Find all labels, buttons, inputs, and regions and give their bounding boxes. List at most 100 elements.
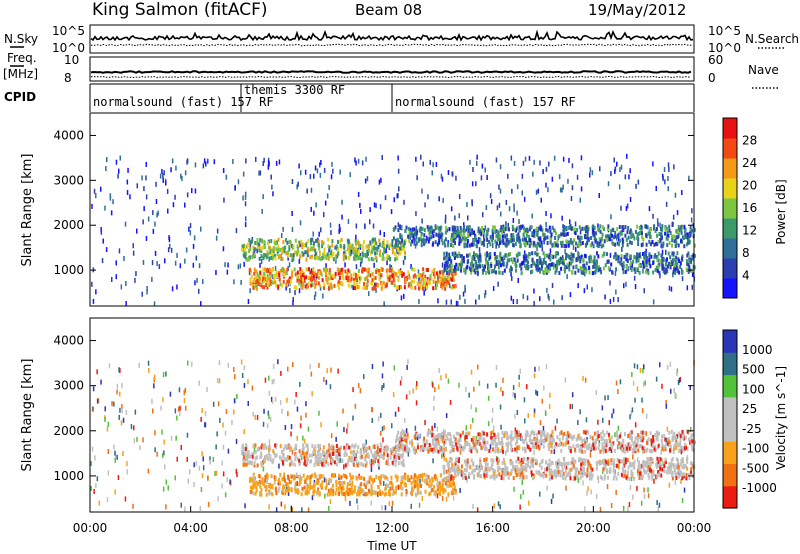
scatter-point	[347, 423, 349, 428]
band-point	[400, 285, 402, 289]
scatter-point	[421, 219, 423, 224]
band-point	[377, 283, 379, 287]
scatter-point	[422, 496, 424, 501]
band-point	[423, 473, 425, 477]
scatter-point	[116, 160, 118, 165]
band-point	[256, 287, 258, 291]
band-point	[270, 491, 272, 495]
scatter-point	[91, 204, 93, 209]
band-point	[683, 236, 685, 240]
scatter-point	[469, 160, 471, 165]
scatter-point	[248, 299, 250, 304]
band-point	[368, 489, 370, 493]
scatter-point	[95, 289, 97, 294]
band-point	[271, 492, 273, 496]
scatter-point	[142, 292, 144, 297]
band-point	[469, 225, 471, 229]
scatter-point	[393, 392, 395, 397]
band-point	[486, 441, 488, 445]
band-point	[404, 484, 406, 488]
scatter-point	[168, 485, 170, 490]
band-point	[508, 227, 510, 231]
band-point	[606, 439, 608, 443]
band-point	[379, 492, 381, 496]
band-point	[636, 225, 638, 229]
band-point	[437, 450, 439, 454]
scatter-point	[575, 222, 577, 227]
scatter-point	[184, 506, 186, 511]
band-point	[438, 274, 440, 278]
band-point	[360, 482, 362, 486]
scatter-point	[378, 416, 380, 421]
band-point	[509, 269, 511, 273]
scatter-point	[638, 180, 640, 185]
band-point	[499, 252, 501, 256]
band-point	[447, 432, 449, 436]
band-point	[657, 269, 659, 273]
scatter-point	[590, 489, 592, 494]
band-point	[312, 267, 314, 271]
scatter-point	[325, 263, 327, 268]
band-point	[372, 272, 374, 276]
scatter-point	[609, 420, 611, 425]
scatter-point	[330, 499, 332, 504]
band-point	[563, 432, 565, 436]
band-point	[302, 273, 304, 277]
band-point	[306, 461, 308, 465]
scatter-point	[352, 387, 354, 392]
band-point	[422, 445, 424, 449]
band-point	[586, 261, 588, 265]
band-point	[472, 256, 474, 260]
band-point	[331, 239, 333, 243]
scatter-point	[193, 244, 195, 249]
band-point	[361, 476, 363, 480]
band-point	[602, 225, 604, 229]
band-point	[470, 449, 472, 453]
scatter-point	[318, 411, 320, 416]
band-point	[259, 238, 261, 242]
band-point	[545, 261, 547, 265]
scatter-point	[571, 196, 573, 201]
scatter-point	[232, 159, 234, 164]
band-point	[327, 462, 329, 466]
band-point	[264, 479, 266, 483]
band-point	[391, 483, 393, 487]
scatter-point	[261, 209, 263, 214]
band-point	[260, 247, 262, 251]
band-point	[304, 480, 306, 484]
band-point	[561, 430, 563, 434]
band-point	[421, 243, 423, 247]
band-point	[346, 453, 348, 457]
band-point	[356, 450, 358, 454]
band-point	[381, 282, 383, 286]
band-point	[579, 238, 581, 242]
band-point	[280, 444, 282, 448]
band-point	[658, 240, 660, 244]
band-point	[562, 258, 564, 262]
band-point	[379, 480, 381, 484]
scatter-point	[177, 457, 179, 462]
band-point	[608, 433, 610, 437]
scatter-point	[118, 475, 120, 480]
scatter-point	[330, 230, 332, 235]
scatter-point	[238, 264, 240, 269]
scatter-point	[344, 262, 346, 267]
scatter-point	[673, 164, 675, 169]
scatter-point	[215, 270, 217, 275]
band-point	[323, 282, 325, 286]
band-point	[453, 284, 455, 288]
band-point	[271, 252, 273, 256]
scatter-point	[659, 362, 661, 367]
band-point	[375, 256, 377, 260]
band-point	[428, 492, 430, 496]
band-point	[599, 450, 601, 454]
colorbar-tick-label: 8	[742, 246, 750, 260]
band-point	[565, 240, 567, 244]
band-point	[252, 455, 254, 459]
scatter-point	[226, 409, 228, 414]
band-point	[623, 265, 625, 269]
scatter-point	[468, 393, 470, 398]
scatter-point	[201, 451, 203, 456]
scatter-point	[513, 207, 515, 212]
scatter-point	[577, 283, 579, 288]
